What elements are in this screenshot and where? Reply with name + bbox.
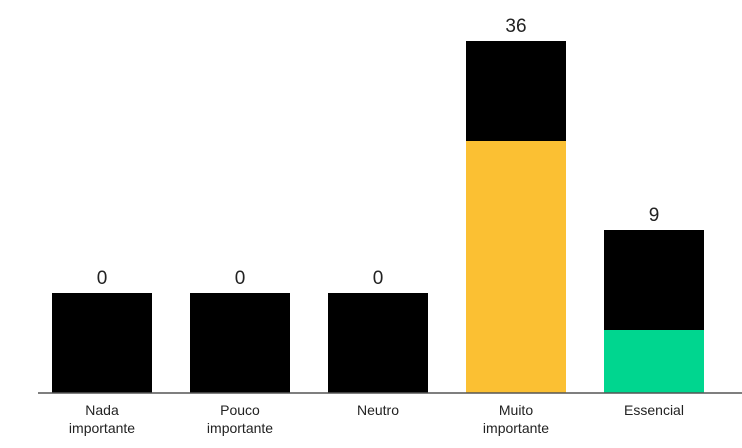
bars-group	[52, 41, 704, 393]
value-label-0: 0	[97, 268, 108, 289]
value-label-2: 0	[373, 268, 384, 289]
value-label-1: 0	[235, 268, 246, 289]
bar-fill-3	[466, 141, 566, 393]
category-label-1: Pouco importante	[207, 402, 273, 436]
category-label-3: Muito importante	[483, 402, 549, 436]
bar-cap-3	[466, 41, 566, 141]
bar-1	[190, 293, 290, 393]
value-label-4: 9	[649, 205, 660, 226]
bar-0	[52, 293, 152, 393]
category-label-2: Neutro	[357, 402, 399, 418]
category-label-4: Essencial	[624, 402, 684, 418]
bar-cap-4	[604, 230, 704, 330]
value-label-3: 36	[505, 16, 526, 37]
bar-fill-4	[604, 330, 704, 393]
bar-2	[328, 293, 428, 393]
category-label-0: Nada importante	[69, 402, 135, 436]
labels-group: 0 Nada importante 0 Pouco importante 0 Neutro 36…	[69, 16, 684, 436]
